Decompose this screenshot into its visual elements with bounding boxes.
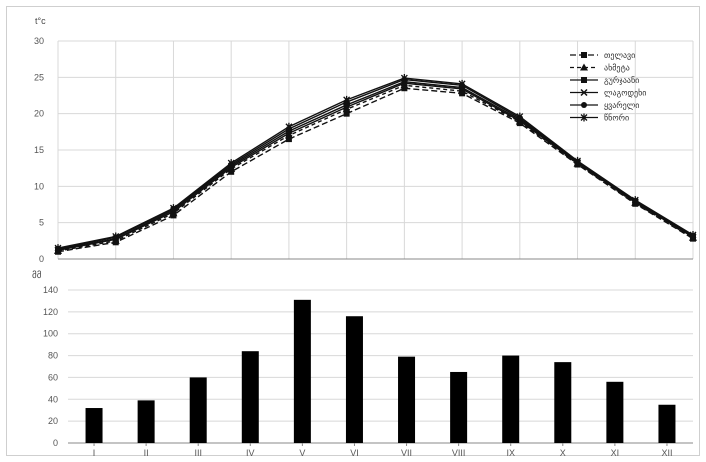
bar-x-tick-label: I (93, 448, 96, 458)
line-y-tick-label: 25 (34, 72, 44, 82)
legend-label: ახმეტა (604, 63, 630, 73)
series-line (57, 87, 694, 253)
bar-y-tick-label: 40 (48, 394, 58, 404)
data-point (574, 156, 582, 165)
data-point (343, 103, 351, 111)
legend-marker (580, 88, 588, 97)
bar (345, 316, 363, 443)
legend-label: წნორი (604, 113, 629, 123)
series-group-1 (54, 81, 697, 255)
data-point (284, 131, 293, 139)
line-y-tick-label: 15 (34, 145, 44, 155)
data-point (342, 105, 351, 113)
line-y-tick-label: 0 (39, 254, 44, 264)
legend-label: ყვარელი (604, 100, 639, 110)
bar-x-tick-label: X (560, 448, 566, 458)
data-point (285, 122, 293, 131)
data-point (343, 95, 351, 104)
bar (606, 381, 624, 443)
data-point (54, 244, 62, 253)
bar-y-tick-label: 100 (43, 329, 58, 339)
bar-y-tick-label: 0 (53, 438, 58, 448)
series-group-5 (54, 74, 697, 253)
bar (137, 400, 155, 443)
bar-x-tick-label: II (144, 448, 149, 458)
bar-x-tick-label: IV (246, 448, 255, 458)
legend-marker (580, 63, 588, 71)
series-line (57, 77, 694, 249)
bar-unit-label: მმ (32, 270, 42, 280)
series-group-0 (55, 85, 696, 255)
data-point (343, 110, 350, 117)
line-y-tick-label: 5 (39, 218, 44, 228)
data-point (458, 79, 466, 88)
series-group-2 (55, 78, 696, 253)
data-point (631, 196, 639, 205)
legend-marker (580, 113, 588, 122)
bar (85, 408, 103, 443)
series-line (57, 82, 694, 251)
legend-label: გურჯაანი (604, 75, 639, 85)
bar-x-tick-label: V (299, 448, 305, 458)
data-point (516, 112, 524, 121)
bar-y-tick-label: 20 (48, 416, 58, 426)
data-point (689, 231, 697, 240)
bar-x-tick-label: VIII (452, 448, 466, 458)
bar-y-tick-label: 120 (43, 307, 58, 317)
legend-marker (581, 77, 587, 83)
bar-x-tick-label: XI (611, 448, 620, 458)
series-group-4 (55, 76, 696, 252)
bar (554, 362, 572, 443)
line-y-tick-label: 30 (34, 36, 44, 46)
bar (658, 404, 676, 443)
bar (241, 351, 259, 443)
bar (450, 371, 468, 443)
bar-x-tick-label: VI (350, 448, 359, 458)
data-point (400, 74, 408, 83)
bar-y-tick-label: 140 (43, 285, 58, 295)
legend-label: თელავი (604, 51, 635, 60)
bar-x-tick-label: IX (506, 448, 515, 458)
chart-frame (6, 6, 700, 456)
legend-label: ლაგოდეხი (604, 88, 646, 98)
bar (293, 299, 311, 443)
line-unit-label: t°c (35, 16, 46, 26)
bar (398, 356, 416, 443)
bar-y-tick-label: 80 (48, 351, 58, 361)
bar (502, 355, 520, 443)
bar-x-tick-label: III (194, 448, 202, 458)
bar-x-tick-label: VII (401, 448, 412, 458)
data-point (285, 129, 293, 137)
data-point (458, 87, 467, 95)
series-group-3 (54, 79, 697, 254)
data-point (400, 81, 409, 89)
data-point (169, 204, 177, 213)
data-point (112, 232, 120, 241)
line-y-tick-label: 10 (34, 181, 44, 191)
legend-marker (581, 102, 587, 108)
data-point (227, 159, 235, 168)
bar-x-tick-label: XII (661, 448, 672, 458)
bar (189, 377, 207, 443)
data-point (285, 136, 292, 143)
bar-y-tick-label: 60 (48, 372, 58, 382)
series-line (57, 84, 694, 252)
line-y-tick-label: 20 (34, 109, 44, 119)
legend-marker (581, 52, 587, 58)
